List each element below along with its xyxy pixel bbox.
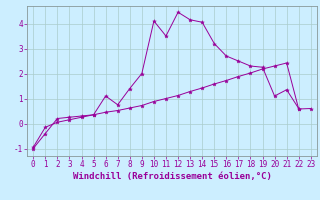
X-axis label: Windchill (Refroidissement éolien,°C): Windchill (Refroidissement éolien,°C): [73, 172, 271, 181]
